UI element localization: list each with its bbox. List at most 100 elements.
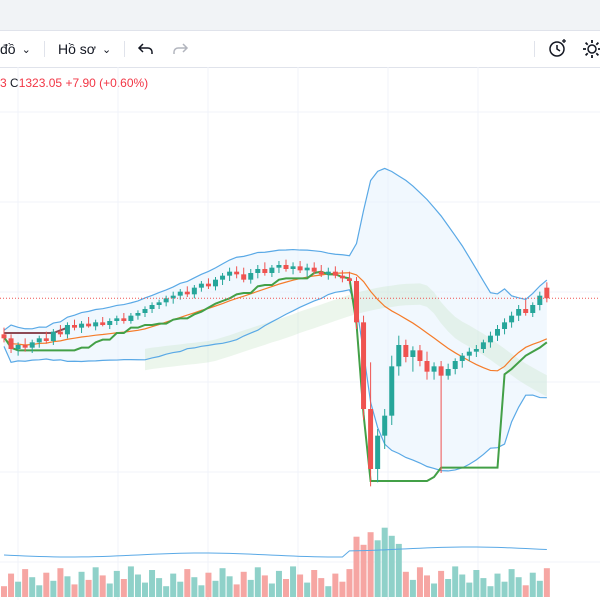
volume-bar: [431, 583, 438, 597]
volume-bar: [473, 570, 480, 597]
volume-bar: [22, 569, 29, 597]
volume-bar: [543, 568, 550, 597]
volume-bar: [424, 575, 430, 597]
candle-body: [495, 329, 500, 336]
chart-type-menu[interactable]: đồ ⌄: [0, 31, 31, 67]
candle-body: [452, 361, 458, 369]
volume-bar: [332, 573, 339, 597]
candle-body: [213, 279, 218, 287]
volume-bar: [149, 570, 156, 597]
candle-body: [325, 271, 331, 275]
toolbar-divider: [124, 41, 125, 57]
replay-button[interactable]: [546, 37, 570, 61]
volume-bar: [191, 577, 198, 597]
candle-body: [79, 323, 85, 328]
volume-bar: [522, 585, 529, 597]
volume-bar: [536, 580, 543, 597]
profile-menu[interactable]: Hồ sơ ⌄: [58, 31, 111, 67]
candle-body: [283, 265, 289, 269]
volume-bar: [388, 535, 395, 597]
candle-body: [318, 271, 324, 275]
candle-body: [142, 309, 148, 313]
candle-body: [311, 267, 317, 272]
candle-body: [368, 409, 374, 469]
toolbar-divider: [534, 41, 535, 57]
candle-body: [354, 281, 359, 323]
candle-body: [523, 309, 529, 313]
candle-body: [100, 322, 106, 325]
volume-bar: [99, 575, 106, 597]
candle-body: [191, 287, 197, 295]
volume-bar: [304, 582, 311, 597]
candle-body: [64, 325, 70, 335]
candle-body: [382, 415, 388, 436]
volume-bar: [219, 568, 226, 597]
volume-bar: [508, 569, 515, 597]
volume-bar: [381, 527, 388, 597]
volume-bar: [268, 583, 275, 597]
volume-bar: [240, 571, 247, 597]
volume-bar: [311, 570, 318, 597]
candle-body: [220, 275, 226, 280]
candle-body: [1, 334, 7, 339]
settings-button[interactable]: [580, 37, 600, 61]
volume-bar: [346, 569, 353, 597]
ohlc-legend: 3 C1323.05 +7.90 (+0.60%): [0, 76, 148, 90]
chart-toolbar: đồ ⌄ Hồ sơ ⌄: [0, 31, 600, 68]
candle-body: [156, 302, 162, 305]
volume-bar: [339, 581, 346, 597]
candle-body: [473, 349, 479, 352]
volume-bar: [57, 568, 64, 597]
profile-menu-label: Hồ sơ: [58, 41, 96, 57]
volume-bar: [29, 577, 36, 597]
gear-icon: [583, 40, 600, 58]
candle-body: [276, 265, 282, 268]
redo-button[interactable]: [168, 37, 192, 61]
candle-body: [255, 269, 261, 273]
candle-body: [72, 325, 77, 328]
volume-bar: [205, 572, 212, 597]
volume-bar: [360, 544, 367, 597]
moving-average-line: [3, 272, 548, 372]
volume-bar: [233, 584, 240, 597]
volume-bar: [212, 580, 219, 597]
volume-bar: [297, 574, 304, 597]
candle-body: [509, 315, 515, 323]
candle-body: [544, 287, 550, 299]
volume-bar: [134, 574, 141, 597]
candle-body: [205, 283, 211, 287]
bollinger-lower-line: [3, 289, 547, 472]
candle-body: [22, 345, 28, 348]
volume-bar: [106, 583, 113, 597]
candle-body: [234, 271, 240, 275]
volume-bar: [113, 570, 120, 597]
candle-body: [50, 331, 56, 341]
candle-body: [262, 269, 268, 273]
price-chart[interactable]: [0, 67, 600, 600]
candle-body: [339, 275, 345, 279]
volume-bar: [64, 576, 71, 597]
volume-bar: [156, 578, 163, 597]
legend-close-key: C: [10, 76, 19, 90]
volume-bar: [402, 571, 409, 597]
candle-body: [114, 318, 120, 321]
volume-bar: [466, 582, 473, 597]
volume-bar: [120, 579, 127, 597]
window-top-strip: [0, 0, 600, 31]
volume-bar: [261, 575, 268, 597]
candle-body: [410, 350, 416, 357]
volume-bar: [515, 577, 522, 597]
volume-bar: [501, 581, 508, 597]
legend-truncated-value: 3: [0, 76, 7, 90]
candle-body: [417, 350, 423, 361]
volume-bar: [459, 574, 466, 597]
volume-bar: [85, 579, 92, 597]
volume-bar: [8, 573, 15, 597]
undo-button[interactable]: [134, 37, 158, 61]
candle-body: [431, 366, 437, 372]
candle-body: [445, 369, 451, 376]
volume-bar: [226, 576, 233, 597]
volume-bar: [374, 540, 381, 597]
candle-body: [297, 266, 303, 271]
candle-body: [86, 323, 92, 327]
